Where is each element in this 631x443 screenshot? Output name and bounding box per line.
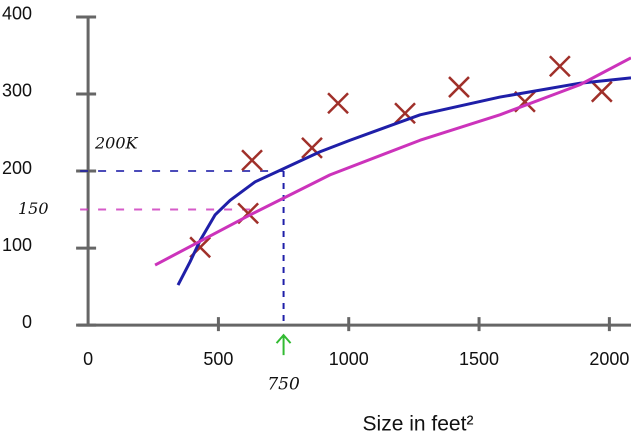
data-point [448,76,470,98]
data-point [241,149,263,172]
x-tick-label: 2000 [589,349,629,369]
fit-curve [154,56,631,267]
annotation: 150 [18,199,49,218]
y-tick-label: 300 [2,81,32,101]
x-tick-label: 0 [83,349,93,369]
y-tick-label: 0 [22,312,32,332]
x-tick-label: 500 [203,349,233,369]
annotation-arrow [275,333,292,356]
annotation: 750 [267,375,300,395]
y-tick-label: 100 [2,235,32,255]
data-point [327,92,349,115]
x-tick-label: 1000 [329,349,369,369]
y-tick-label: 200 [2,158,32,178]
data-point [548,55,571,78]
x-axis-label: Size in feet² [363,413,474,436]
annotation: 200K [94,134,139,153]
x-tick-label: 1500 [459,349,499,369]
data-point [590,80,613,103]
data-point [301,137,323,159]
y-tick-label: 400 [2,4,32,24]
data-point [394,102,416,125]
